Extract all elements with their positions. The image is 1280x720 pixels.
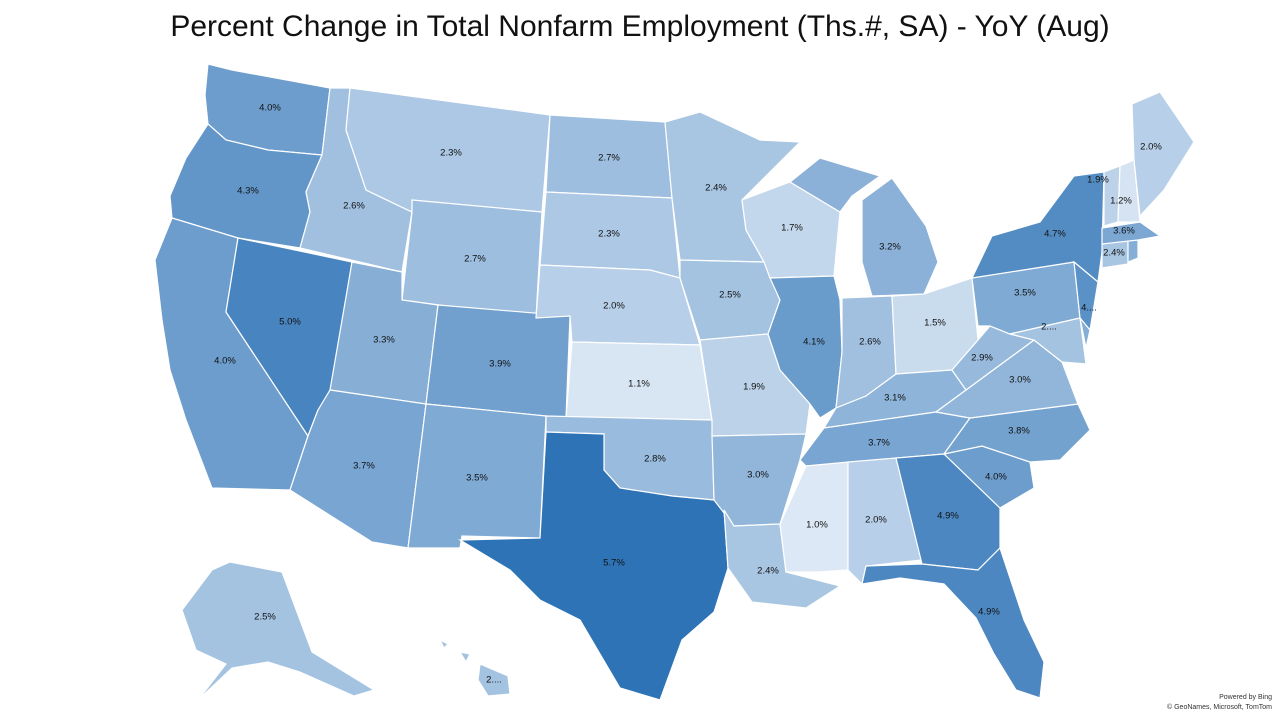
label-WA: 4.0% [259, 103, 281, 114]
label-FL: 4.9% [978, 607, 1000, 618]
label-MS: 1.0% [806, 520, 828, 531]
state-MD[interactable] [1009, 317, 1087, 365]
label-SD: 2.3% [598, 229, 620, 240]
label-AK: 2.5% [254, 612, 276, 623]
label-WI: 1.7% [781, 223, 803, 234]
label-LA: 2.4% [757, 566, 779, 577]
label-NM: 3.5% [466, 473, 488, 484]
label-WY: 2.7% [464, 254, 486, 265]
label-NJ: 4.... [1081, 303, 1097, 314]
state-IL[interactable] [767, 275, 843, 419]
label-AZ: 3.7% [353, 461, 375, 472]
label-NY: 4.7% [1044, 229, 1066, 240]
label-KY: 3.1% [884, 393, 906, 404]
label-ID: 2.6% [343, 201, 365, 212]
label-NE: 2.0% [603, 301, 625, 312]
state-MA[interactable] [1101, 221, 1162, 245]
state-RI[interactable] [1127, 239, 1139, 263]
label-ME: 2.0% [1140, 142, 1162, 153]
state-AK[interactable] [181, 561, 376, 701]
state-TX[interactable] [457, 431, 729, 701]
map-title: Percent Change in Total Nonfarm Employme… [170, 10, 1110, 43]
label-OK: 2.8% [644, 454, 666, 465]
label-MA: 3.6% [1113, 226, 1135, 237]
label-GA: 4.9% [937, 511, 959, 522]
label-ND: 2.7% [598, 153, 620, 164]
label-IN: 2.6% [859, 337, 881, 348]
label-MO: 1.9% [743, 382, 765, 393]
label-OH: 1.5% [924, 318, 946, 329]
label-KS: 1.1% [628, 379, 650, 390]
label-NH: 1.2% [1110, 196, 1132, 207]
label-CO: 3.9% [489, 359, 511, 370]
credit-powered-by: Powered by Bing [1219, 694, 1272, 701]
label-AL: 2.0% [865, 515, 887, 526]
label-NV: 5.0% [279, 317, 301, 328]
label-PA: 3.5% [1014, 288, 1036, 299]
state-MI[interactable] [788, 157, 939, 297]
label-VA: 3.0% [1009, 375, 1031, 386]
state-NY[interactable] [970, 171, 1105, 284]
label-AR: 3.0% [747, 470, 769, 481]
label-IA: 2.5% [719, 290, 741, 301]
label-SC: 4.0% [985, 472, 1007, 483]
credit-copyright: © GeoNames, Microsoft, TomTom [1167, 704, 1272, 711]
state-ME[interactable] [1131, 91, 1195, 218]
label-CT: 2.4% [1103, 248, 1125, 259]
state-DE[interactable] [1079, 317, 1091, 349]
label-MD: 2.... [1041, 322, 1057, 333]
label-WV: 2.9% [971, 353, 993, 364]
label-TX: 5.7% [603, 558, 625, 569]
label-HI: 2.... [486, 675, 502, 686]
label-UT: 3.3% [373, 335, 395, 346]
label-NC: 3.8% [1008, 426, 1030, 437]
state-NH[interactable] [1117, 159, 1141, 223]
label-OR: 4.3% [237, 186, 259, 197]
label-MN: 2.4% [705, 183, 727, 194]
label-MI: 3.2% [879, 242, 901, 253]
label-VT: 1.9% [1087, 175, 1109, 186]
label-TN: 3.7% [868, 438, 890, 449]
state-labels: 4.0% 4.3% 4.0% 5.0% 2.6% 2.3% 2.7% 3.3% … [214, 103, 1162, 686]
state-HI[interactable] [438, 638, 511, 697]
label-MT: 2.3% [440, 148, 462, 159]
state-FL[interactable] [861, 546, 1045, 699]
label-CA: 4.0% [214, 356, 236, 367]
label-IL: 4.1% [803, 337, 825, 348]
